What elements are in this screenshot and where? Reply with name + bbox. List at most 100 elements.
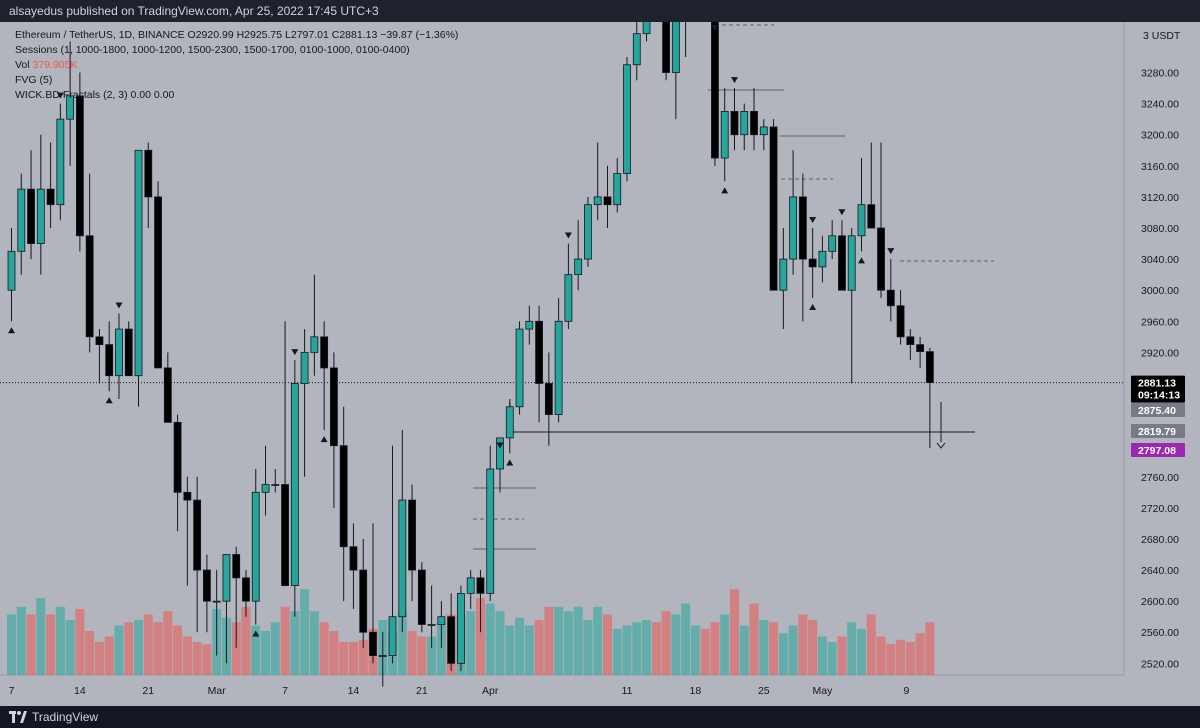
time-tick-label: 7 xyxy=(9,685,15,697)
volume-bar xyxy=(466,611,476,675)
candle-body xyxy=(232,554,241,579)
current-price-tag xyxy=(1131,375,1185,403)
candle-body xyxy=(711,0,719,159)
time-tick-label: Apr xyxy=(482,685,499,697)
volume-bar xyxy=(143,614,153,675)
candle-body xyxy=(242,577,250,602)
candle-body xyxy=(906,336,915,346)
price-tick-label: 2680.00 xyxy=(1141,534,1179,546)
price-tick-label: 3120.00 xyxy=(1141,192,1179,204)
volume-bar xyxy=(534,620,544,675)
volume-bar xyxy=(427,636,437,675)
candlestick-chart[interactable]: 3 USDT 3280.00 3240.00 3200.00 3160.00 3120.0… xyxy=(0,0,1200,706)
candle-body xyxy=(222,554,231,602)
volume-bars xyxy=(7,589,935,675)
current-price-label: 2881.13 xyxy=(1138,378,1176,390)
tradingview-logo-icon xyxy=(9,711,27,723)
volume-legend-value: 379.905K xyxy=(32,59,78,71)
tradingview-logo[interactable]: TradingView xyxy=(9,710,98,724)
candle-body xyxy=(359,569,368,633)
price-axis[interactable]: 3 USDT 3280.00 3240.00 3200.00 3160.00 3120.0… xyxy=(1141,30,1181,670)
candle-body xyxy=(457,592,465,664)
volume-bar xyxy=(182,636,192,675)
candle-body xyxy=(515,328,524,408)
level-price-label: 2819.79 xyxy=(1138,426,1176,438)
volume-bar xyxy=(602,614,612,675)
candles xyxy=(7,0,934,687)
volume-bar xyxy=(671,614,681,675)
fvg-legend[interactable]: FVG (5) xyxy=(15,74,53,86)
candle-body xyxy=(564,274,573,322)
fractal-up-marker xyxy=(320,436,328,443)
price-axis-background[interactable] xyxy=(1124,22,1200,675)
volume-bar xyxy=(827,642,837,675)
candle-body xyxy=(105,344,114,377)
volume-bar xyxy=(690,625,700,675)
candle-body xyxy=(798,196,807,260)
tradingview-brand: TradingView xyxy=(32,710,99,724)
candle-body xyxy=(525,320,534,330)
candle-body xyxy=(496,437,504,470)
volume-legend[interactable]: Vol 379.905K xyxy=(15,59,78,71)
candle-body xyxy=(857,204,866,237)
volume-bar xyxy=(876,636,886,675)
candle-body xyxy=(173,421,182,493)
volume-bar xyxy=(85,631,95,675)
candle-body xyxy=(632,33,641,66)
volume-bar xyxy=(710,622,720,675)
time-tick-label: 21 xyxy=(142,685,154,697)
price-tick-label: 2560.00 xyxy=(1141,627,1179,639)
candle-body xyxy=(417,569,426,625)
volume-bar xyxy=(847,622,857,675)
candle-body xyxy=(447,616,456,664)
sessions-legend[interactable]: Sessions (1, 1000-1800, 1000-1200, 1500-… xyxy=(15,44,410,56)
candle-body xyxy=(75,95,84,237)
volume-bar xyxy=(231,622,241,675)
candle-body xyxy=(290,383,299,587)
fractals-legend[interactable]: WICK.BD Fractals (2, 3) 0.00 0.00 xyxy=(15,89,175,101)
volume-bar xyxy=(739,625,749,675)
candle-body xyxy=(251,491,260,602)
candle-body xyxy=(300,351,309,384)
time-axis-background[interactable] xyxy=(0,675,1200,706)
volume-bar xyxy=(173,625,183,675)
volume-bar xyxy=(251,625,261,675)
volume-bar xyxy=(583,620,593,675)
fractal-down-marker xyxy=(291,349,299,356)
candle-body xyxy=(828,235,837,252)
fractal-down-marker xyxy=(838,209,846,216)
candle-body xyxy=(95,336,104,346)
time-tick-label: 11 xyxy=(622,685,633,697)
price-tick-label: 3280.00 xyxy=(1141,68,1179,80)
volume-bar xyxy=(153,622,163,675)
candle-body xyxy=(574,258,583,276)
volume-bar xyxy=(485,603,495,675)
candle-body xyxy=(593,196,602,206)
volume-bar xyxy=(798,614,808,675)
volume-bar xyxy=(26,614,36,675)
volume-bar xyxy=(661,611,671,675)
volume-bar xyxy=(729,589,739,675)
candle-body xyxy=(838,235,846,291)
volume-bar xyxy=(886,644,896,675)
fractal-up-marker xyxy=(506,459,514,466)
time-tick-label: 25 xyxy=(758,685,770,697)
candle-body xyxy=(310,336,319,353)
candle-body xyxy=(330,367,338,447)
time-axis[interactable]: 7 14 21 Mar 7 14 21 Apr 11 18 25 May 9 xyxy=(9,685,910,697)
candle-body xyxy=(544,383,553,415)
volume-bar xyxy=(808,620,818,675)
fractal-down-marker xyxy=(711,25,719,31)
volume-bar xyxy=(202,644,212,675)
time-tick-label: 21 xyxy=(416,685,428,697)
candle-body xyxy=(46,188,55,206)
chart-frame[interactable]: 3 USDT 3280.00 3240.00 3200.00 3160.00 3120.0… xyxy=(0,0,1200,706)
time-tick-label: 14 xyxy=(74,685,86,697)
volume-bar xyxy=(36,598,46,675)
candle-body xyxy=(17,188,26,252)
candle-body xyxy=(584,204,592,260)
fractal-markers xyxy=(8,0,895,637)
volume-bar xyxy=(7,614,16,675)
symbol-legend[interactable]: Ethereum / TetherUS, 1D, BINANCE O2920.9… xyxy=(15,29,459,41)
time-tick-label: 7 xyxy=(282,685,288,697)
